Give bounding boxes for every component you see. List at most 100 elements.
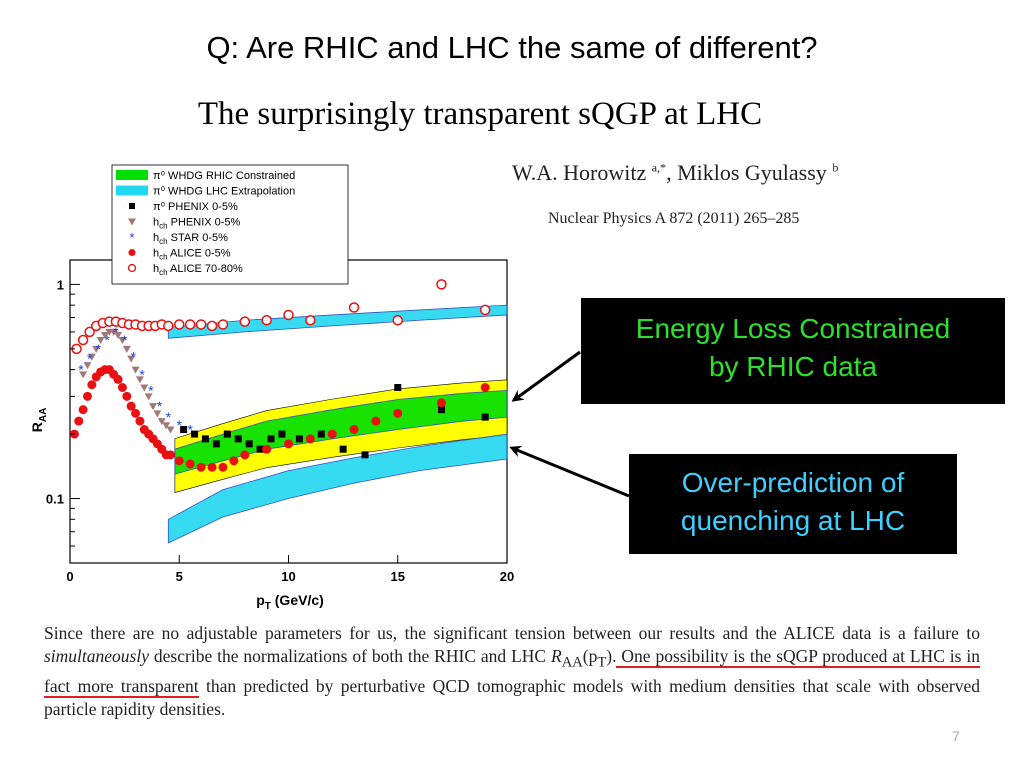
legend-label-pre: h [153, 232, 159, 244]
caption-emphasis: simultaneously [44, 646, 149, 666]
point-phenix-pi0 [295, 435, 303, 443]
point-star-hch: * [104, 332, 110, 348]
point-phenix-hch [109, 328, 118, 336]
caption-part-3: than predicted by perturbative QCD tomog… [44, 675, 980, 719]
legend-label-pre: h [153, 263, 159, 275]
point-phenix-hch [127, 355, 136, 363]
point-alice-0-5 [126, 401, 136, 411]
caption-math-arg: (p [582, 646, 598, 666]
callout-over-line-1: Over-prediction of [681, 467, 905, 498]
x-tick-label: 20 [500, 569, 514, 584]
legend-label-text: ALICE 0-5% [168, 248, 231, 260]
legend-label-text: PHENIX 0-5% [165, 201, 238, 213]
legend-marker-alice-70-80 [127, 263, 137, 273]
author-affil-1: a,* [651, 160, 667, 175]
callout-over-prediction: Over-prediction of quenching at LHC [629, 454, 957, 554]
caption-underlined-sentence: One possibility is the sQGP produced at … [44, 646, 980, 698]
point-alice-0-5 [305, 434, 315, 444]
point-phenix-hch [162, 422, 171, 430]
point-alice-0-5 [229, 456, 239, 466]
point-phenix-pi0 [201, 435, 209, 443]
point-alice-70-80 [217, 319, 229, 330]
legend-marker-phenix-pi0 [129, 203, 135, 209]
paper-authors: W.A. Horowitz a,*, Miklos Gyulassy b [512, 160, 838, 186]
point-phenix-hch [144, 393, 153, 401]
x-tick-label: 0 [66, 569, 73, 584]
legend-label: π⁰ WHDG RHIC Constrained [153, 170, 295, 182]
point-star-hch: * [187, 422, 193, 438]
point-alice-0-5 [135, 416, 145, 426]
y-tick-label: 0.1 [46, 492, 64, 507]
point-phenix-pi0 [180, 426, 188, 434]
point-alice-0-5 [131, 408, 141, 418]
point-phenix-hch [135, 376, 144, 384]
paper-title: The surprisingly transparent sQGP at LHC [197, 96, 763, 132]
point-phenix-pi0 [361, 451, 369, 459]
points-layer: ************ * [69, 279, 491, 472]
point-phenix-hch [96, 336, 105, 344]
point-alice-70-80 [84, 326, 95, 338]
point-star-hch: * [131, 349, 137, 365]
caption-part-1: Since there are no adjustable parameters… [44, 623, 980, 643]
point-alice-0-5 [113, 374, 123, 384]
point-star-hch: * [87, 351, 93, 367]
x-axis-label: pT (GeV/c) [256, 592, 324, 612]
point-phenix-hch [122, 345, 131, 353]
point-phenix-hch [92, 345, 101, 353]
point-star-hch: * [113, 324, 119, 340]
point-phenix-hch [157, 418, 166, 426]
point-alice-0-5 [122, 391, 132, 401]
point-phenix-pi0 [317, 430, 325, 438]
point-alice-70-80 [77, 334, 89, 346]
arrow-over-prediction [509, 445, 630, 498]
caption-math-arg-sub: T [597, 654, 607, 671]
point-phenix-pi0 [212, 440, 220, 448]
caption-math-close: ). [606, 646, 617, 666]
point-alice-70-80 [283, 309, 294, 321]
point-alice-0-5 [371, 416, 381, 426]
point-phenix-pi0 [481, 413, 489, 421]
point-star-hch: * [157, 398, 163, 414]
paper-caption: Since there are no adjustable parameters… [44, 622, 980, 721]
legend-marker-alice-0-5 [128, 249, 136, 256]
point-star-hch: * [78, 362, 84, 378]
callout-over-line-2: quenching at LHC [680, 505, 906, 536]
legend-marker-phenix-hch [128, 218, 136, 226]
legend-label-text: PHENIX 0-5% [168, 217, 241, 229]
point-phenix-hch [114, 332, 123, 340]
y-axis-label-sub: AA [38, 408, 49, 422]
point-phenix-hch [79, 371, 88, 379]
point-alice-0-5 [196, 462, 206, 472]
raa-chart: ************ * 0 5 10 15 200.11 pT (GeV/c) RA… [29, 164, 630, 612]
point-alice-0-5 [240, 450, 250, 460]
point-alice-0-5 [166, 450, 176, 460]
author-name-1: W.A. Horowitz [512, 160, 647, 185]
legend-label-sub: ch [159, 222, 167, 231]
x-axis-label-p: p [256, 592, 265, 608]
point-phenix-pi0 [394, 384, 402, 392]
point-phenix-pi0 [223, 430, 231, 438]
x-tick-label: 10 [281, 569, 295, 584]
point-alice-0-5 [185, 459, 195, 469]
callout-energy-loss: Energy Loss Constrained by RHIC data [581, 298, 1005, 404]
legend-marker-star: * [129, 230, 134, 245]
point-alice-0-5 [174, 456, 184, 466]
point-phenix-hch [149, 403, 158, 411]
point-alice-0-5 [82, 391, 92, 401]
point-alice-0-5 [480, 383, 490, 393]
point-alice-0-5 [207, 462, 217, 472]
point-alice-70-80 [479, 304, 491, 316]
point-alice-0-5 [87, 380, 97, 390]
x-tick-label: 15 [391, 569, 405, 584]
point-phenix-pi0 [339, 445, 347, 453]
point-alice-70-80 [174, 319, 185, 330]
legend-label: hch ALICE 70-80% [153, 263, 243, 277]
point-phenix-hch [131, 366, 140, 374]
x-axis-label-sub: T [265, 601, 271, 612]
legend-label: hch PHENIX 0-5% [153, 217, 241, 231]
point-alice-70-80 [206, 320, 218, 332]
band-0 [174, 389, 508, 475]
arrow-energy-loss [511, 350, 581, 402]
